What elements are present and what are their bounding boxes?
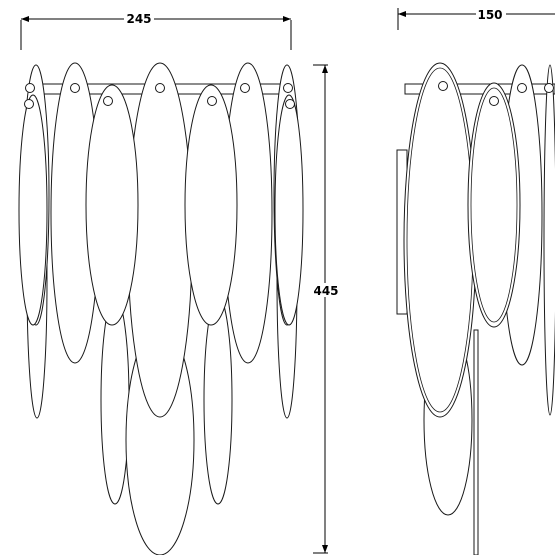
glass-petal (467, 82, 521, 328)
glass-petal (184, 84, 238, 326)
glass-petal (203, 295, 233, 505)
side-view: 150 (396, 6, 555, 555)
glass-petal (100, 295, 130, 505)
height-dimension: 445 (313, 64, 339, 554)
front-view: 245 445 (18, 11, 339, 555)
width-label: 245 (126, 12, 151, 26)
glass-petal (274, 94, 304, 326)
support-rod (473, 329, 479, 555)
glass-petal (543, 64, 555, 416)
glass-petal (85, 84, 139, 326)
height-label: 445 (313, 284, 338, 298)
glass-petal (18, 94, 48, 326)
depth-dimension: 150 (397, 6, 555, 30)
glass-petal (127, 62, 193, 418)
width-dimension: 245 (20, 11, 292, 50)
glass-petal (403, 62, 477, 418)
depth-label: 150 (477, 8, 502, 22)
mounting-bar-side (404, 83, 555, 95)
